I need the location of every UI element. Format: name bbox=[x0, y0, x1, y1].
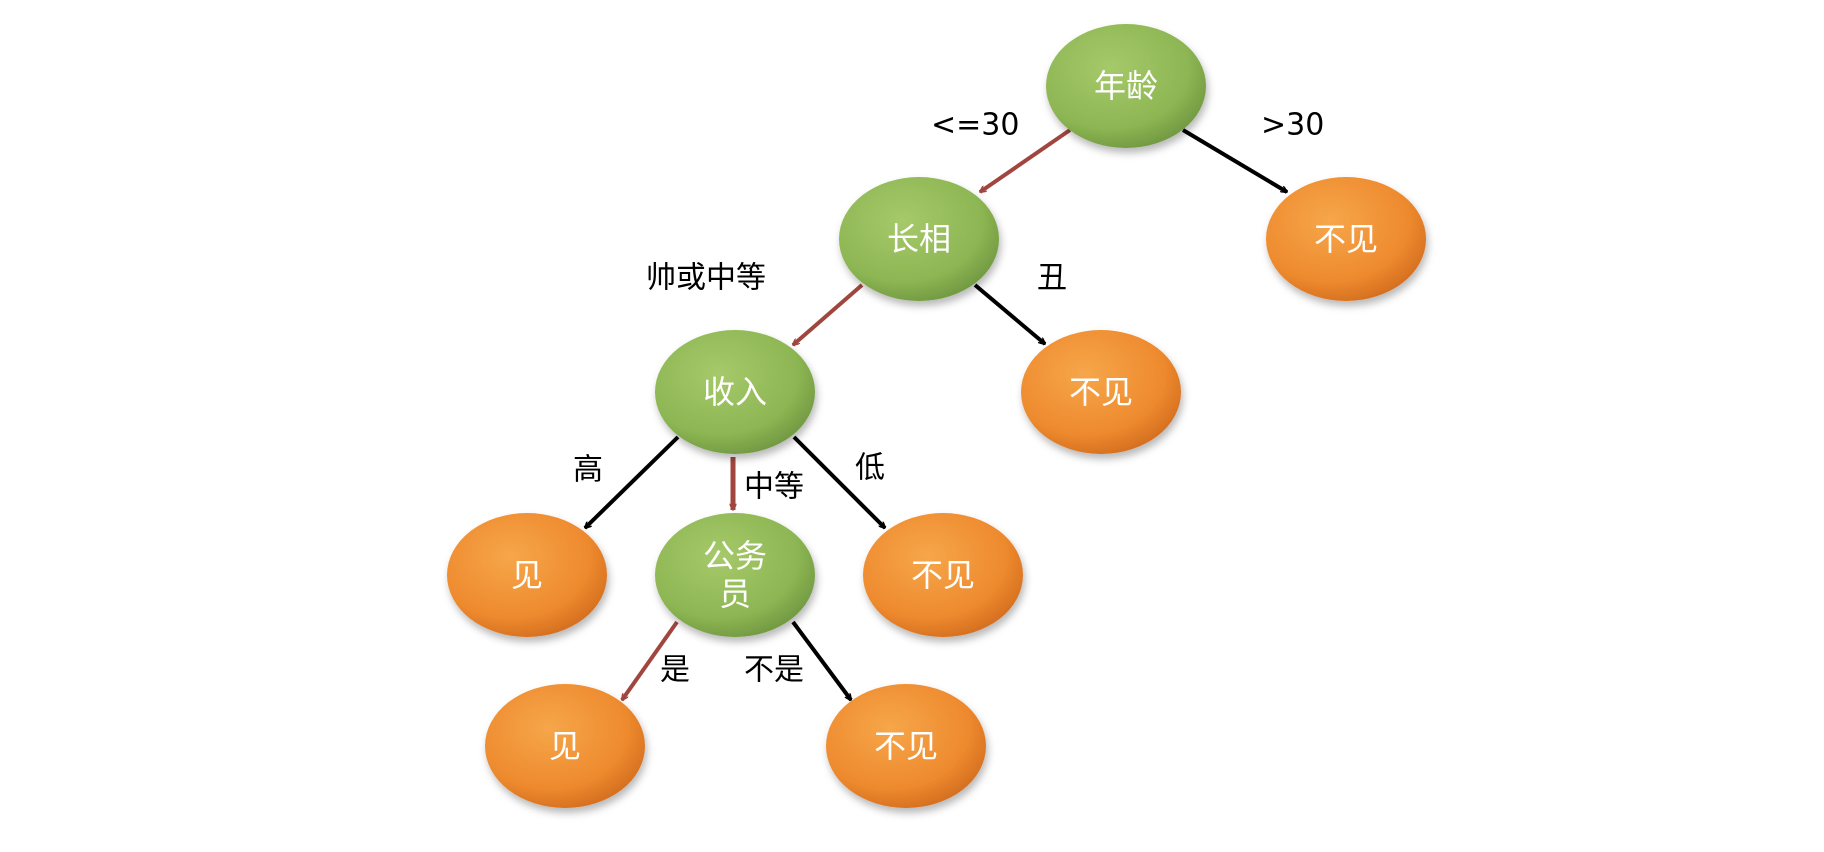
leaf-node-income-low: 不见 bbox=[863, 513, 1023, 637]
leaf-node-ugly: 不见 bbox=[1021, 330, 1181, 454]
leaf-label-income-high: 见 bbox=[511, 556, 543, 594]
leaf-label-age-over-30: 不见 bbox=[1314, 220, 1378, 258]
edge-age-to-leaf-over-30 bbox=[1181, 128, 1287, 194]
node-label-civil-servant-line1: 公务 bbox=[703, 537, 767, 575]
edge-appearance-to-leaf-ugly bbox=[973, 283, 1045, 346]
edge-civil-to-leaf-yes bbox=[620, 620, 679, 700]
edge-label-income-high: 高 bbox=[573, 453, 603, 488]
edge-label-civil-no: 不是 bbox=[744, 653, 804, 688]
edge-label-income-low: 低 bbox=[855, 451, 885, 486]
node-label-civil-servant-line2: 员 bbox=[719, 575, 751, 613]
edge-label-income-medium: 中等 bbox=[744, 470, 804, 505]
leaf-label-civil-yes: 见 bbox=[549, 727, 581, 765]
edge-label-ugly: 丑 bbox=[1037, 261, 1067, 296]
decision-node-age: 年龄 bbox=[1046, 24, 1206, 148]
decision-node-appearance: 长相 bbox=[839, 177, 999, 301]
decision-node-income: 收入 bbox=[655, 330, 815, 454]
node-label-age: 年龄 bbox=[1094, 67, 1158, 105]
edge-income-to-leaf-high bbox=[585, 435, 680, 528]
edges-group bbox=[585, 128, 1287, 700]
leaf-node-civil-yes: 见 bbox=[485, 684, 645, 808]
edge-label-handsome-or-medium: 帅或中等 bbox=[646, 261, 766, 296]
edge-age-to-appearance bbox=[980, 128, 1072, 194]
decision-node-civil-servant: 公务 员 bbox=[655, 513, 815, 637]
leaf-label-civil-no: 不见 bbox=[874, 727, 938, 765]
edge-label-civil-yes: 是 bbox=[660, 653, 690, 688]
node-label-appearance: 长相 bbox=[887, 220, 951, 258]
node-label-income: 收入 bbox=[703, 373, 767, 411]
edge-label-age-gt-30: >30 bbox=[1261, 108, 1324, 143]
leaf-label-ugly: 不见 bbox=[1069, 373, 1133, 411]
edge-civil-to-leaf-no bbox=[791, 620, 853, 700]
leaf-node-age-over-30: 不见 bbox=[1266, 177, 1426, 301]
leaf-node-civil-no: 不见 bbox=[826, 684, 986, 808]
edge-labels-group: <=30 >30 帅或中等 丑 高 中等 低 是 不是 bbox=[573, 108, 1324, 688]
edge-label-age-le-30: <=30 bbox=[931, 108, 1019, 143]
leaf-label-income-low: 不见 bbox=[911, 556, 975, 594]
edge-appearance-to-income bbox=[793, 283, 864, 347]
edge-income-to-leaf-low bbox=[792, 435, 885, 528]
leaf-node-income-high: 见 bbox=[447, 513, 607, 637]
